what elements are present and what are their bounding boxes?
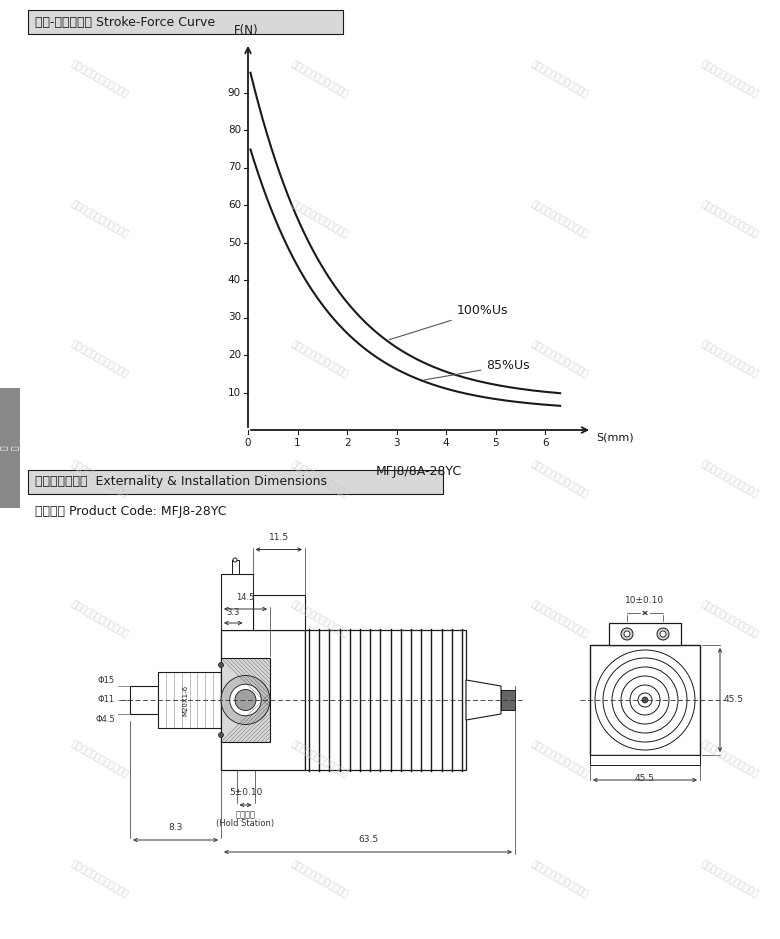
Text: 4: 4 — [443, 438, 449, 448]
Text: 8.3: 8.3 — [168, 823, 183, 832]
Circle shape — [218, 663, 224, 668]
Bar — [130, 686, 158, 714]
Text: 无锡凯维液压机械有限公司: 无锡凯维液压机械有限公司 — [70, 600, 130, 640]
Text: 无锡凯维液压机械有限公司: 无锡凯维液压机械有限公司 — [700, 740, 760, 780]
Bar — [305, 630, 466, 770]
Text: 无锡凯维液压机械有限公司: 无锡凯维液压机械有限公司 — [700, 460, 760, 500]
Text: 无锡凯维液压机械有限公司: 无锡凯维液压机械有限公司 — [700, 60, 760, 100]
Text: 无锡凯维液压机械有限公司: 无锡凯维液压机械有限公司 — [700, 200, 760, 240]
Bar — [501, 690, 515, 710]
Text: 3.3: 3.3 — [226, 608, 240, 617]
Text: 5: 5 — [492, 438, 499, 448]
Text: 80: 80 — [228, 125, 241, 135]
Text: 无锡凯维液压机械有限公司: 无锡凯维液压机械有限公司 — [530, 60, 590, 100]
Text: 无锡凯维液压机械有限公司: 无锡凯维液压机械有限公司 — [700, 860, 760, 900]
Bar — [221, 574, 253, 630]
Text: 50: 50 — [228, 238, 241, 248]
Text: 无锡凯维液压机械有限公司: 无锡凯维液压机械有限公司 — [290, 740, 350, 780]
Bar — [590, 755, 700, 765]
Polygon shape — [466, 680, 501, 720]
Bar — [253, 595, 305, 630]
Bar — [232, 560, 239, 574]
Text: 6: 6 — [542, 438, 548, 448]
Text: 无锡凯维液压机械有限公司: 无锡凯维液压机械有限公司 — [700, 340, 760, 380]
Text: 无锡凯维液压机械有限公司: 无锡凯维液压机械有限公司 — [530, 860, 590, 900]
Text: 3: 3 — [393, 438, 400, 448]
Circle shape — [642, 697, 648, 703]
Text: F(N): F(N) — [234, 24, 258, 37]
Text: 10: 10 — [228, 388, 241, 397]
Text: 11.5: 11.5 — [268, 532, 289, 542]
Circle shape — [621, 628, 633, 640]
Text: Φ11: Φ11 — [98, 696, 115, 704]
Text: 无锡凯维液压机械有限公司: 无锡凯维液压机械有限公司 — [70, 460, 130, 500]
Text: 无锡凯维液压机械有限公司: 无锡凯维液压机械有限公司 — [290, 200, 350, 240]
Text: 无锡凯维液压机械有限公司: 无锡凯维液压机械有限公司 — [530, 200, 590, 240]
Bar — [28, 10, 343, 34]
Text: 无锡凯维液压机械有限公司: 无锡凯维液压机械有限公司 — [530, 460, 590, 500]
Text: 无锡凯维液压机械有限公司: 无锡凯维液压机械有限公司 — [290, 860, 350, 900]
Circle shape — [221, 675, 270, 725]
Bar — [221, 630, 305, 770]
Text: 无锡凯维液压机械有限公司: 无锡凯维液压机械有限公司 — [530, 740, 590, 780]
Circle shape — [233, 558, 237, 562]
Text: S(mm): S(mm) — [596, 432, 633, 442]
Text: 30: 30 — [228, 313, 241, 322]
Text: 开
关
型
Switching Solenoid: 开 关 型 Switching Solenoid — [0, 411, 31, 485]
Text: 产品型号 Product Code: MFJ8-28YC: 产品型号 Product Code: MFJ8-28YC — [35, 505, 226, 518]
Text: 无锡凯维液压机械有限公司: 无锡凯维液压机械有限公司 — [70, 860, 130, 900]
Text: 14.5: 14.5 — [236, 593, 255, 602]
Text: 0: 0 — [245, 438, 251, 448]
Bar — [590, 645, 700, 755]
Text: 得电位置: 得电位置 — [236, 810, 256, 819]
Text: 10±0.10: 10±0.10 — [626, 596, 665, 605]
Text: 40: 40 — [228, 275, 241, 285]
Text: 无锡凯维液压机械有限公司: 无锡凯维液压机械有限公司 — [70, 740, 130, 780]
Text: 外形及安装尺寸  Externality & Installation Dimensions: 外形及安装尺寸 Externality & Installation Dimen… — [35, 475, 327, 488]
Text: 无锡凯维液压机械有限公司: 无锡凯维液压机械有限公司 — [700, 600, 760, 640]
Text: 90: 90 — [228, 87, 241, 98]
Bar — [28, 470, 443, 494]
Text: 20: 20 — [228, 350, 241, 360]
Circle shape — [624, 631, 630, 637]
Text: 5±0.10: 5±0.10 — [229, 788, 262, 797]
Text: 85%Us: 85%Us — [424, 359, 530, 380]
Circle shape — [218, 732, 224, 737]
Text: Φ15: Φ15 — [98, 676, 115, 685]
Circle shape — [235, 689, 256, 711]
Text: 无锡凯维液压机械有限公司: 无锡凯维液压机械有限公司 — [290, 600, 350, 640]
Text: 100%Us: 100%Us — [389, 304, 509, 340]
Text: 45.5: 45.5 — [635, 774, 655, 783]
Text: 60: 60 — [228, 200, 241, 210]
Text: 无锡凯维液压机械有限公司: 无锡凯维液压机械有限公司 — [530, 600, 590, 640]
Text: 无锡凯维液压机械有限公司: 无锡凯维液压机械有限公司 — [290, 460, 350, 500]
Circle shape — [230, 685, 261, 716]
Text: 63.5: 63.5 — [358, 835, 378, 844]
Circle shape — [660, 631, 666, 637]
Text: 无锡凯维液压机械有限公司: 无锡凯维液压机械有限公司 — [70, 60, 130, 100]
Text: 无锡凯维液压机械有限公司: 无锡凯维液压机械有限公司 — [290, 60, 350, 100]
Text: Φ4.5: Φ4.5 — [95, 715, 115, 724]
Text: 无锡凯维液压机械有限公司: 无锡凯维液压机械有限公司 — [530, 340, 590, 380]
Text: 2: 2 — [344, 438, 350, 448]
Bar — [609, 623, 681, 645]
Text: 无锡凯维液压机械有限公司: 无锡凯维液压机械有限公司 — [290, 340, 350, 380]
Circle shape — [657, 628, 669, 640]
Text: 行程-力特性曲线 Stroke-Force Curve: 行程-力特性曲线 Stroke-Force Curve — [35, 16, 215, 28]
Bar — [0, 388, 20, 508]
Text: M20X1-6: M20X1-6 — [183, 685, 189, 716]
Text: MFJ8/8A-28YC: MFJ8/8A-28YC — [376, 465, 462, 478]
Text: 1: 1 — [294, 438, 301, 448]
Text: 无锡凯维液压机械有限公司: 无锡凯维液压机械有限公司 — [70, 340, 130, 380]
Bar — [221, 658, 270, 742]
Bar — [158, 672, 221, 728]
Text: 70: 70 — [228, 162, 241, 173]
Text: 45.5: 45.5 — [724, 696, 744, 704]
Text: (Hold Station): (Hold Station) — [216, 819, 275, 828]
Text: 无锡凯维液压机械有限公司: 无锡凯维液压机械有限公司 — [70, 200, 130, 240]
